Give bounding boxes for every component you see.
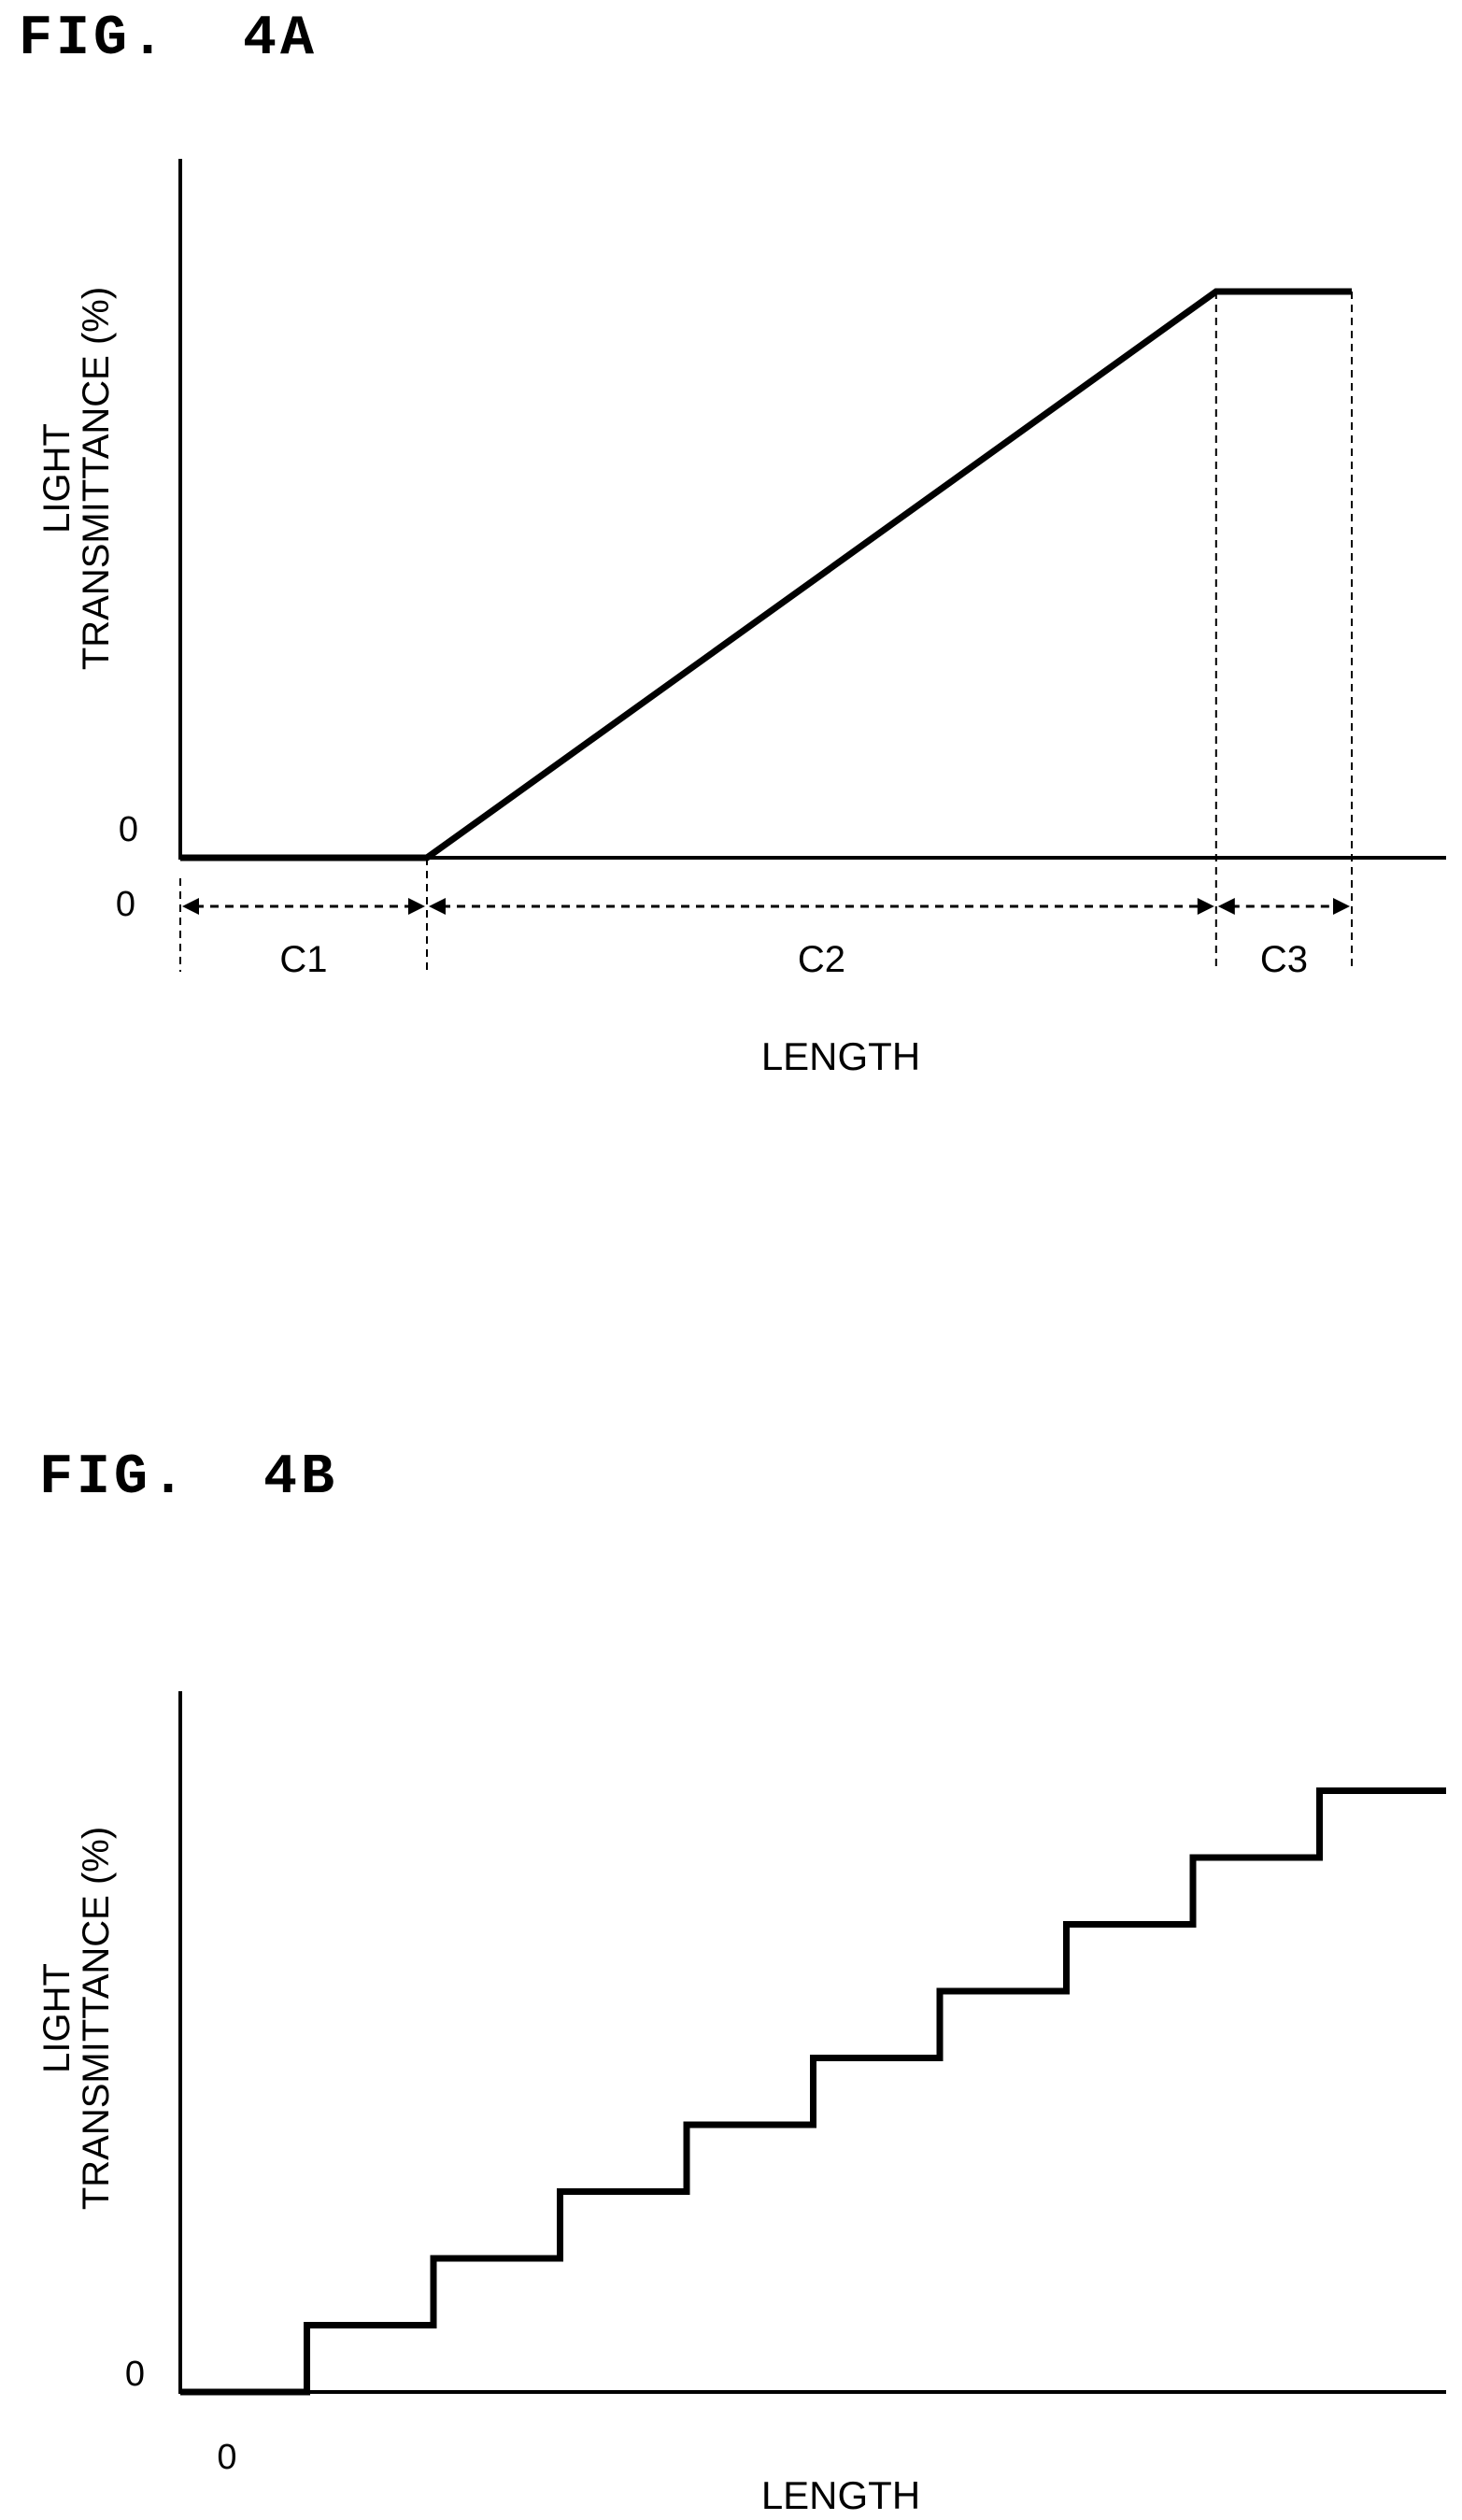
figure-4a-label: FIG. 4A	[19, 7, 319, 71]
transmittance-step-series	[180, 1787, 1446, 2396]
light-transmittance-chart-4a: 0 0 LIGHTTRANSMITTANCE (%) C1 C2 C3 LENGTH	[36, 159, 1446, 1078]
y-axis-title-line: LIGHT	[36, 1963, 78, 2073]
y-origin-tick-label: 0	[119, 810, 138, 849]
x-origin-tick-label: 0	[217, 2438, 236, 2477]
y-axis-title-line: TRANSMITTANCE (%)	[76, 287, 117, 670]
figure-4b-label: FIG. 4B	[39, 1446, 339, 1510]
y-axis-title-line: TRANSMITTANCE (%)	[76, 1827, 117, 2210]
region-arrowhead-left	[429, 898, 446, 915]
y-axis-title: LIGHTTRANSMITTANCE (%)	[36, 287, 117, 670]
region-arrowhead-left	[182, 898, 199, 915]
y-axis-title: LIGHTTRANSMITTANCE (%)	[36, 1827, 117, 2210]
y-axis-title-line: LIGHT	[36, 423, 78, 534]
x-axis-title: LENGTH	[761, 1034, 920, 1078]
y-origin-tick-label: 0	[125, 2355, 145, 2394]
region-arrowhead-left	[1217, 898, 1235, 915]
region-label: C1	[279, 939, 327, 980]
x-axis-title: LENGTH	[761, 2473, 920, 2517]
region-label: C2	[798, 939, 845, 980]
transmittance-series-line	[180, 288, 1352, 861]
region-arrowhead-right	[1333, 898, 1350, 915]
region-arrowhead-right	[1197, 898, 1214, 915]
region-arrowhead-right	[408, 898, 425, 915]
region-label: C3	[1260, 939, 1308, 980]
x-origin-tick-label: 0	[116, 885, 135, 924]
